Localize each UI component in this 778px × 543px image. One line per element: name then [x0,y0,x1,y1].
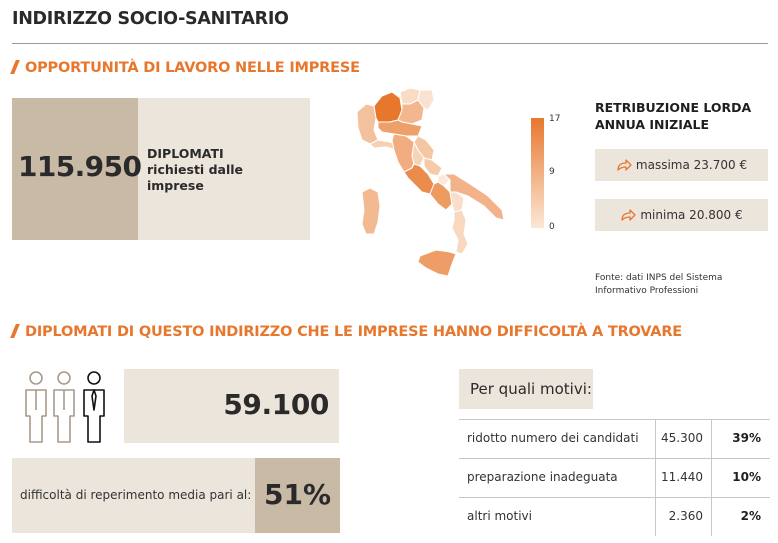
media-box-dark [255,458,340,533]
media-box-light [12,458,255,533]
section-heading-text: OPPORTUNITÀ DI LAVORO NELLE IMPRESE [25,60,360,76]
share-arrow-icon [617,159,632,171]
region-sardegna [361,187,381,235]
source-note-line: Informativo Professioni [595,285,699,296]
reason-label: ridotto numero dei candidati [467,431,639,445]
source-note-line: Fonte: dati INPS del Sistema [595,273,723,283]
region-sicilia [417,249,457,277]
diplomati-label-line: DIPLOMATI [147,146,224,161]
reason-label: altri motivi [467,509,532,523]
slash-icon [10,60,20,74]
region-emilia [377,119,423,137]
region-calabria [451,209,469,255]
table-column-divider [655,419,656,536]
share-arrow-icon [621,209,637,221]
section-heading-opportunita: OPPORTUNITÀ DI LAVORO NELLE IMPRESE [10,60,360,76]
diplomati-label: DIPLOMATI richiesti dalle imprese [147,146,297,194]
title-divider [12,43,768,44]
wage-max-box: massima 23.700 € [595,149,768,181]
motivi-header: Per quali motivi: [459,369,593,409]
table-divider [459,497,770,498]
source-note: Fonte: dati INPS del Sistema Informativo… [595,272,765,297]
wage-min-box: minima 20.800 € [595,199,768,231]
reason-pct: 10% [732,470,761,484]
slash-icon [10,324,20,338]
reason-count: 45.300 [661,431,703,445]
table-divider [459,419,770,420]
region-veneto [397,99,425,125]
section-heading-text: DIPLOMATI DI QUESTO INDIRIZZO CHE LE IMP… [25,324,682,340]
region-piemonte [356,103,379,145]
italy-map [356,87,505,277]
table-row: preparazione inadeguata 11.440 10% [459,458,770,497]
table-divider [459,458,770,459]
region-friuli [417,89,435,111]
diplomati-value: 115.950 [18,150,142,183]
region-lombardia [373,91,403,123]
people-icon [25,371,105,443]
reason-count: 2.360 [668,509,703,523]
page-title: INDIRIZZO SOCIO-SANITARIO [12,9,289,29]
kpi-box-dark [12,98,138,240]
motivi-header-text: Per quali motivi: [470,380,592,398]
retribuzione-title: RETRIBUZIONE LORDA ANNUA INIZIALE [595,99,770,133]
legend-mid: 9 [549,167,555,177]
map-legend-scale [531,118,544,228]
section-heading-difficolta: DIPLOMATI DI QUESTO INDIRIZZO CHE LE IMP… [10,324,682,340]
reason-label: preparazione inadeguata [467,470,618,484]
diplomati-label-line: richiesti dalle [147,162,244,177]
wage-min-text: minima 20.800 € [640,208,743,222]
count-box [124,369,339,443]
legend-min: 0 [549,222,555,232]
region-basilicata [449,191,465,213]
table-column-divider [711,419,712,536]
region-campania [429,181,453,211]
reason-pct: 39% [732,431,761,445]
media-value: 51% [263,478,332,511]
reason-count: 11.440 [661,470,703,484]
retribuzione-title-line: ANNUA INIZIALE [595,117,710,132]
wage-max-text: massima 23.700 € [635,158,748,172]
diplomati-label-line: imprese [147,178,204,193]
retribuzione-title-line: RETRIBUZIONE LORDA [595,100,752,115]
count-value: 59.100 [223,388,329,421]
reasons-table: ridotto numero dei candidati 45.300 39% … [459,419,770,536]
reason-pct: 2% [740,509,761,523]
media-label: difficoltà di reperimento media pari al: [20,488,252,502]
kpi-box-light [138,98,310,240]
table-row: altri motivi 2.360 2% [459,497,770,536]
table-row: ridotto numero dei candidati 45.300 39% [459,419,770,458]
legend-max: 17 [549,114,561,124]
